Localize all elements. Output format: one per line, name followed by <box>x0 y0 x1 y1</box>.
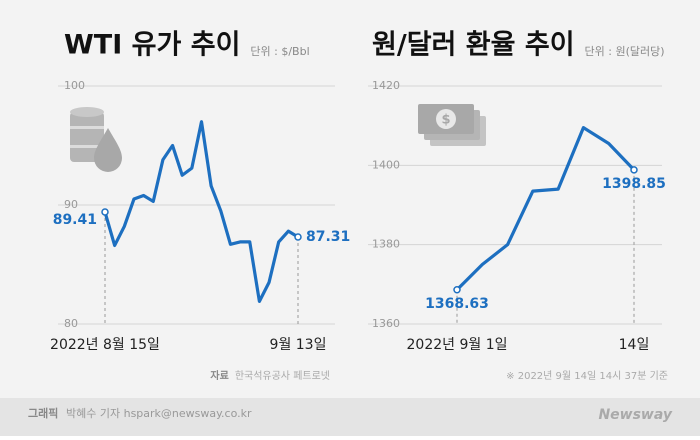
line <box>455 126 636 291</box>
money-icon: $ <box>418 104 486 146</box>
y-tick-label: 1400 <box>372 158 400 171</box>
end-marker <box>453 286 461 294</box>
end-marker <box>630 166 638 174</box>
line <box>103 120 299 303</box>
y-tick-label: 1360 <box>372 317 400 330</box>
end-marker <box>101 208 109 216</box>
footer-credit: 박혜수 기자 hspark@newsway.co.kr <box>66 407 252 420</box>
y-tick-label: 100 <box>64 79 85 92</box>
value-label: 1368.63 <box>425 296 489 312</box>
oil-icon <box>70 107 122 172</box>
y-tick-label: 80 <box>64 317 78 330</box>
y-tick-label: 90 <box>64 198 78 211</box>
footer-brand: Newsway <box>598 407 672 423</box>
x-tick-label: 9월 13일 <box>270 337 327 353</box>
unit-label: 단위 : 원(달러당) <box>585 45 665 58</box>
end-marker <box>294 233 302 241</box>
y-tick-label: 1380 <box>372 238 400 251</box>
source-label: 자료 <box>210 369 228 382</box>
value-label: 89.41 <box>53 212 97 228</box>
footer-label: 그래픽 <box>28 406 58 420</box>
value-label: 1398.85 <box>602 176 666 192</box>
x-tick-label: 2022년 9월 1일 <box>407 337 508 353</box>
chart-title: 원/달러 환율 추이 <box>372 30 575 61</box>
y-tick-label: 1420 <box>372 79 400 92</box>
value-label: 87.31 <box>306 229 350 245</box>
note-text: ※ 2022년 9월 14일 14시 37분 기준 <box>506 370 668 382</box>
x-tick-label: 2022년 8월 15일 <box>50 337 160 353</box>
unit-label: 단위 : $/Bbl <box>250 45 309 58</box>
svg-text:$: $ <box>441 113 450 128</box>
chart-title: WTI 유가 추이 <box>64 30 240 61</box>
x-tick-label: 14일 <box>619 337 650 353</box>
footer-band <box>0 398 700 436</box>
source-text: 한국석유공사 페트로넷 <box>235 370 330 382</box>
